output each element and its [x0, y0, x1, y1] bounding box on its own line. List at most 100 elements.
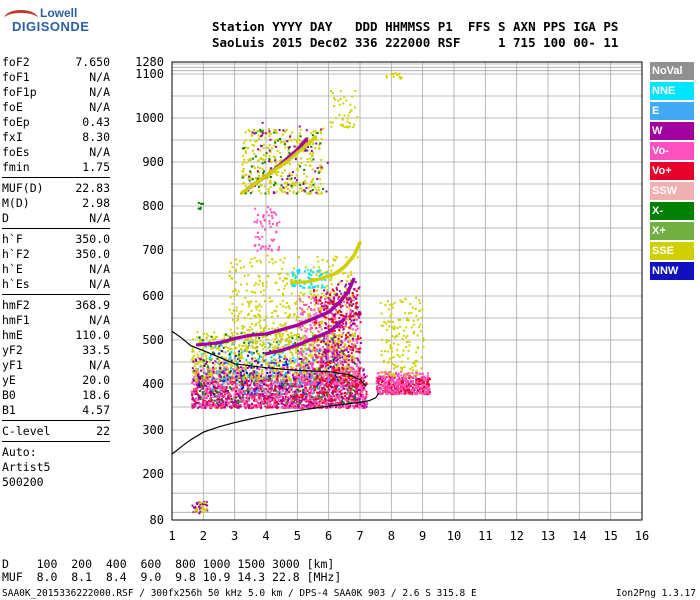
echo-point: [328, 301, 331, 304]
echo-point: [361, 376, 364, 379]
echo-point: [257, 388, 259, 391]
echo-point: [327, 344, 330, 347]
echo-point: [317, 330, 320, 333]
echo-point: [218, 368, 221, 371]
echo-point: [335, 355, 338, 357]
echo-point: [262, 284, 265, 287]
echo-point: [347, 359, 350, 362]
echo-point: [290, 341, 292, 344]
echo-point: [240, 310, 243, 313]
echo-point: [313, 285, 316, 288]
echo-point: [216, 361, 219, 364]
echo-point: [357, 348, 360, 351]
echo-point: [289, 351, 292, 354]
echo-point: [315, 299, 318, 302]
echo-point: [344, 392, 347, 395]
echo-point: [265, 388, 268, 391]
echo-point: [332, 341, 335, 344]
echo-point: [267, 400, 270, 403]
echo-point: [320, 396, 323, 399]
echo-point: [249, 326, 252, 329]
echo-point: [231, 378, 233, 381]
echo-point: [347, 387, 350, 390]
echo-point: [208, 403, 211, 406]
echo-point: [295, 364, 298, 367]
echo-point: [294, 380, 297, 383]
echo-point: [340, 360, 343, 363]
echo-point: [326, 270, 328, 273]
echo-point: [321, 305, 324, 308]
echo-point: [221, 371, 224, 374]
echo-point: [324, 298, 327, 301]
lowell-digisonde-logo: Lowell DIGISONDE: [4, 6, 104, 40]
echo-point: [196, 353, 199, 356]
echo-point: [318, 382, 321, 385]
echo-point: [357, 396, 360, 399]
echo-point: [352, 315, 354, 318]
echo-point: [228, 353, 231, 356]
echo-point: [333, 385, 336, 388]
echo-point: [250, 380, 253, 383]
echo-point: [217, 395, 219, 398]
echo-point: [328, 318, 331, 321]
echo-point: [354, 399, 357, 402]
echo-point: [295, 398, 297, 401]
echo-point: [206, 367, 209, 370]
echo-point: [209, 406, 212, 408]
echo-point: [227, 334, 229, 337]
echo-point: [327, 325, 330, 328]
echo-point: [219, 364, 222, 367]
echo-point: [311, 327, 314, 330]
chart-grid: [171, 62, 643, 520]
echo-point: [231, 389, 234, 392]
echo-point: [201, 365, 204, 368]
echo-point: [265, 374, 267, 377]
echo-point: [310, 356, 313, 359]
echo-point: [359, 313, 362, 316]
echo-point: [213, 383, 216, 386]
echo-point: [307, 276, 310, 279]
echo-point: [348, 344, 350, 347]
echo-point: [303, 327, 306, 330]
echo-point: [288, 359, 291, 362]
echo-point: [263, 397, 266, 399]
echo-point: [307, 316, 310, 319]
echo-point: [341, 387, 344, 390]
echo-point: [329, 382, 332, 385]
echo-point: [212, 385, 215, 388]
echo-point: [249, 394, 252, 397]
echo-point: [253, 381, 256, 384]
echo-point: [228, 357, 231, 360]
echo-point: [255, 371, 257, 374]
echo-point: [421, 382, 423, 385]
echo-point: [236, 327, 239, 330]
echo-point: [276, 401, 279, 404]
echo-point: [239, 399, 242, 402]
echo-point: [235, 366, 238, 369]
echo-point: [355, 379, 358, 382]
echo-point: [336, 353, 339, 356]
echo-point: [266, 371, 269, 374]
echo-point: [200, 405, 203, 408]
echo-point: [348, 405, 351, 408]
echo-point: [315, 381, 318, 384]
echo-point: [303, 406, 306, 408]
echo-point: [245, 372, 248, 374]
echo-point: [217, 372, 220, 375]
echo-point: [304, 266, 307, 269]
echo-point: [304, 344, 307, 347]
echo-point: [359, 392, 362, 395]
echo-point: [253, 291, 256, 294]
echo-point: [342, 378, 345, 381]
param-row: h`Es N/A: [2, 277, 110, 292]
echo-point: [366, 402, 369, 405]
echo-point: [223, 366, 226, 369]
echo-point: [353, 380, 356, 383]
echo-point: [328, 400, 331, 402]
echo-point: [267, 328, 270, 331]
echo-point: [233, 389, 236, 392]
echo-point: [208, 372, 211, 375]
echo-point: [384, 388, 387, 391]
echo-point: [335, 294, 338, 297]
echo-point: [327, 406, 330, 409]
